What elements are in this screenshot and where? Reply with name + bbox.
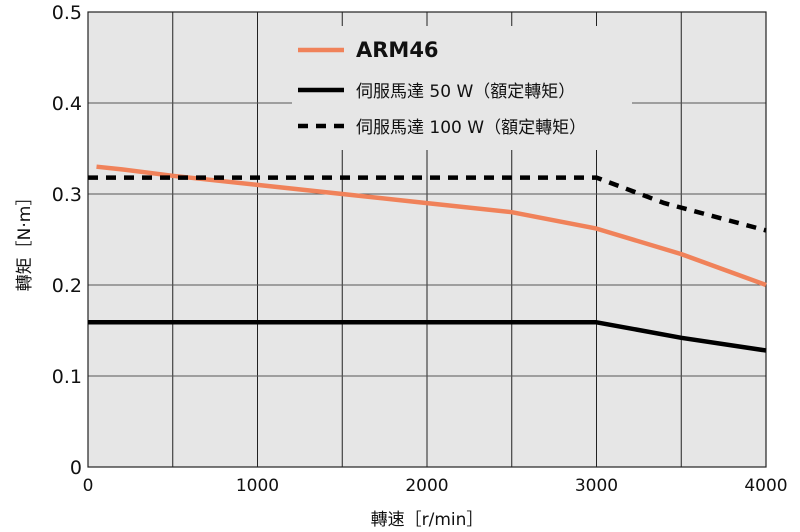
legend-label: 伺服馬達 50 W（額定轉矩） — [356, 82, 575, 102]
y-tick-label: 0.4 — [52, 93, 82, 115]
x-tick-label: 0 — [83, 476, 94, 496]
y-tick-label: 0.1 — [52, 366, 82, 388]
plot-border — [87, 11, 767, 468]
series-line-2 — [88, 320, 767, 353]
y-axis-label: 轉矩［N·m］ — [15, 189, 35, 292]
series-line-3 — [88, 175, 767, 233]
y-tick-label: 0.2 — [52, 275, 82, 297]
x-tick-label: 2000 — [405, 476, 448, 496]
x-axis-label: 轉速［r/min］ — [371, 510, 484, 530]
y-tick-labels: 0 0.1 0.2 0.3 0.4 0.5 — [52, 2, 82, 479]
legend-label: ARM46 — [356, 38, 439, 62]
legend: ARM46 伺服馬達 50 W（額定轉矩） 伺服馬達 100 W（額定轉矩） — [298, 38, 586, 138]
x-tick-label: 4000 — [744, 476, 787, 496]
legend-label: 伺服馬達 100 W（額定轉矩） — [356, 118, 586, 138]
series-line-1 — [96, 164, 767, 288]
x-tick-labels: 0 1000 2000 3000 4000 — [83, 476, 788, 496]
x-tick-label: 1000 — [236, 476, 279, 496]
y-tick-label: 0 — [70, 457, 82, 479]
series-lines — [88, 164, 767, 353]
y-tick-label: 0.3 — [52, 184, 82, 206]
x-tick-label: 3000 — [575, 476, 618, 496]
y-tick-label: 0.5 — [52, 2, 82, 24]
legend-box — [292, 26, 632, 150]
